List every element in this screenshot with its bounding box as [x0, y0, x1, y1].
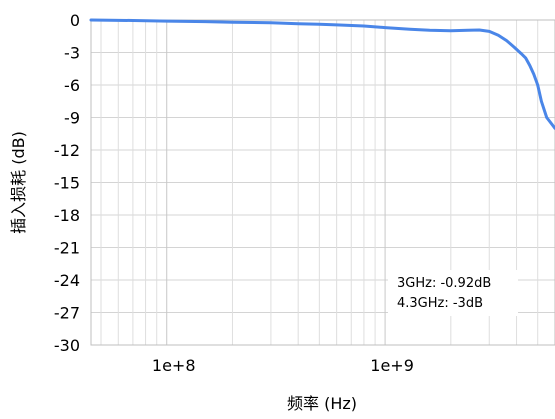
y-tick-labels: 0 -3 -6 -9 -12 -15 -18 -21 -24 -27 -30	[54, 11, 80, 355]
x-tick-label: 1e+9	[370, 356, 414, 375]
x-tick-label: 1e+8	[152, 356, 196, 375]
series-group	[89, 18, 555, 130]
series-line-0	[89, 18, 555, 130]
y-tick-label: -15	[54, 174, 80, 193]
y-tick-label: -6	[64, 76, 80, 95]
y-tick-label: -24	[54, 271, 80, 290]
annotation-line-1: 3GHz: -0.92dB	[397, 276, 491, 291]
y-tick-label: -9	[64, 109, 80, 128]
y-tick-label: -21	[54, 239, 80, 258]
y-tick-label: -27	[54, 304, 80, 323]
x-axis-label: 频率 (Hz)	[287, 394, 357, 413]
plot-frame	[90, 19, 555, 346]
y-tick-label: -12	[54, 141, 80, 160]
y-tick-label: 0	[70, 11, 80, 30]
x-tick-labels: 1e+8 1e+9	[152, 356, 414, 375]
annotation-box: 3GHz: -0.92dB 4.3GHz: -3dB	[388, 270, 518, 316]
y-tick-label: -30	[54, 336, 80, 355]
y-tick-label: -3	[64, 44, 80, 63]
annotation-background	[388, 270, 518, 316]
annotation-line-2: 4.3GHz: -3dB	[397, 296, 483, 311]
y-tick-label: -18	[54, 206, 80, 225]
y-axis-label: 插入损耗 (dB)	[9, 131, 28, 234]
